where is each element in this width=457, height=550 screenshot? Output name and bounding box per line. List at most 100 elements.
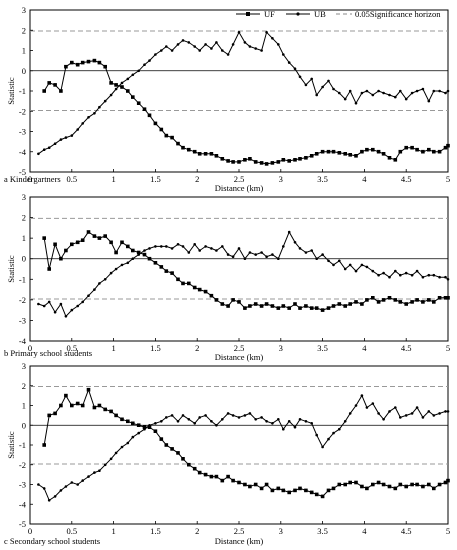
- y-tick-label-b-1: -3: [19, 315, 26, 325]
- point-ub-a-6: [70, 134, 74, 137]
- x-tick-label-b-8: 4: [362, 343, 367, 353]
- point-ub-a-62: [382, 91, 385, 95]
- point-uf-c-4: [59, 403, 63, 408]
- point-ub-b-33: [221, 245, 224, 248]
- point-ub-c-42: [271, 422, 274, 425]
- point-uf-a-33: [220, 157, 225, 161]
- point-uf-c-5: [64, 393, 68, 398]
- x-axis-title-b: Distance (km): [215, 352, 264, 362]
- point-uf-c-11: [97, 403, 102, 408]
- point-ub-a-55: [343, 97, 347, 101]
- point-ub-a-40: [260, 49, 263, 52]
- point-uf-b-64: [393, 298, 398, 302]
- point-ub-c-40: [260, 416, 263, 419]
- legend: UF UB 0.05Significance horizon: [236, 9, 441, 19]
- x-tick-label-a-2: 1: [111, 174, 115, 184]
- point-uf-c-56: [348, 480, 352, 485]
- point-ub-c-20: [148, 424, 151, 427]
- point-ub-c-39: [254, 418, 257, 421]
- point-ub-a-41: [265, 31, 268, 34]
- point-uf-c-17: [131, 421, 135, 426]
- point-ub-c-60: [371, 402, 375, 405]
- point-uf-a-22: [159, 127, 164, 132]
- y-tick-label-b-0: -4: [19, 336, 27, 346]
- point-ub-a-61: [377, 89, 380, 93]
- point-uf-b-44: [281, 304, 286, 308]
- y-tick-label-a-7: 2: [22, 25, 26, 35]
- point-uf-b-17: [131, 248, 135, 253]
- point-uf-c-67: [410, 482, 414, 487]
- point-uf-c-36: [237, 480, 241, 485]
- x-tick-label-c-7: 3.5: [317, 526, 328, 536]
- point-ub-c-54: [338, 427, 341, 431]
- point-ub-a-21: [154, 53, 157, 56]
- point-uf-a-73: [443, 145, 448, 150]
- x-tick-label-a-0: 0: [28, 174, 32, 184]
- point-uf-a-2: [47, 81, 51, 85]
- point-uf-b-73: [443, 296, 448, 300]
- point-uf-c-2: [47, 413, 51, 418]
- point-ub-c-45: [287, 420, 291, 423]
- point-ub-a-38: [248, 45, 252, 48]
- point-ub-b-5: [64, 315, 68, 318]
- x-tick-label-a-3: 1.5: [150, 174, 161, 184]
- point-ub-c-13: [109, 457, 113, 461]
- point-uf-c-12: [103, 407, 107, 412]
- point-uf-b-53: [331, 304, 336, 308]
- point-ub-c-2: [47, 499, 51, 502]
- point-ub-b-23: [165, 245, 168, 248]
- point-ub-a-33: [221, 49, 224, 52]
- point-uf-b-50: [314, 306, 319, 310]
- point-ub-c-27: [187, 418, 191, 421]
- point-ub-a-30: [204, 43, 207, 46]
- point-uf-c-9: [86, 387, 91, 392]
- point-ub-a-65: [399, 89, 402, 93]
- point-ub-b-14: [114, 267, 118, 271]
- x-tick-label-c-2: 1: [111, 526, 115, 536]
- x-tick-label-b-2: 1: [111, 343, 115, 353]
- point-uf-a-59: [365, 147, 369, 152]
- y-tick-label-c-2: -3: [19, 480, 26, 490]
- point-ub-a-0: [37, 152, 40, 156]
- point-ub-b-63: [388, 275, 391, 279]
- y-tick-label-c-8: 3: [22, 361, 26, 371]
- point-ub-a-72: [438, 89, 441, 93]
- y-tick-label-c-4: -1: [19, 440, 26, 450]
- point-uf-b-72: [437, 296, 442, 300]
- x-tick-label-b-10: 5: [446, 343, 450, 353]
- point-ub-b-72: [438, 275, 441, 279]
- y-tick-label-b-6: 2: [22, 213, 26, 223]
- point-ub-a-71: [432, 89, 436, 93]
- point-uf-b-43: [276, 306, 281, 310]
- y-tick-label-c-0: -5: [19, 519, 26, 529]
- point-ub-c-74: [446, 410, 450, 413]
- point-ub-a-17: [131, 73, 135, 77]
- series-ub-c: [37, 394, 450, 502]
- point-ub-b-45: [287, 230, 291, 234]
- point-ub-c-31: [210, 420, 213, 423]
- y-tick-label-b-5: 1: [22, 233, 26, 243]
- point-ub-c-49: [310, 422, 314, 425]
- point-ub-a-36: [237, 31, 241, 34]
- point-uf-b-33: [220, 302, 225, 306]
- point-ub-a-60: [371, 93, 375, 97]
- x-tick-label-c-3: 1.5: [150, 526, 161, 536]
- sig-lines-c: [30, 386, 448, 465]
- point-ub-b-46: [293, 241, 297, 244]
- point-uf-b-61: [376, 300, 381, 304]
- point-uf-b-25: [176, 277, 180, 282]
- point-uf-a-62: [381, 152, 386, 156]
- point-ub-a-44: [282, 53, 285, 56]
- point-uf-c-59: [365, 486, 369, 491]
- point-ub-a-51: [321, 85, 324, 89]
- point-ub-c-57: [354, 404, 358, 407]
- point-ub-c-1: [42, 487, 46, 490]
- point-ub-b-55: [343, 267, 347, 271]
- point-uf-a-34: [226, 159, 230, 163]
- point-uf-c-24: [170, 447, 174, 451]
- point-uf-b-66: [404, 302, 408, 306]
- point-uf-b-1: [42, 236, 46, 240]
- point-uf-b-5: [64, 248, 68, 253]
- x-tick-label-b-4: 2: [195, 343, 199, 353]
- point-uf-b-36: [237, 300, 241, 304]
